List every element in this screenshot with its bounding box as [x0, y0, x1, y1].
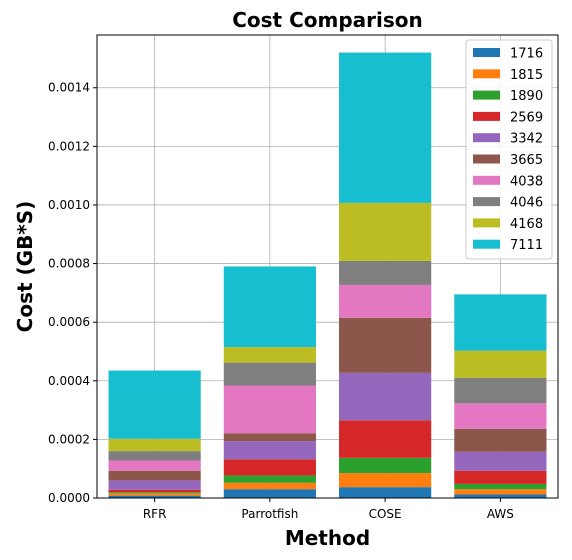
bar-segment-4038 — [108, 460, 201, 471]
bar-segment-4046 — [339, 260, 432, 285]
legend-entry: 1716 — [510, 47, 543, 62]
bar-segment-2569 — [223, 459, 316, 476]
bar-segment-2569 — [454, 470, 547, 484]
bar-segment-1890 — [223, 475, 316, 483]
x-axis-label: Method — [285, 526, 370, 550]
bar-segment-4168 — [454, 350, 547, 378]
legend-entry: 1890 — [510, 89, 543, 104]
bar-segment-3342 — [223, 441, 316, 460]
y-tick-label: 0.0004 — [48, 374, 90, 388]
bar-segment-7111 — [108, 370, 201, 439]
bar-segment-7111 — [339, 52, 432, 203]
legend-swatch — [473, 69, 500, 79]
bar-segment-3665 — [223, 433, 316, 442]
legend-swatch — [473, 90, 500, 100]
bar-segment-3342 — [339, 372, 432, 421]
legend-swatch — [473, 111, 500, 121]
y-tick-label: 0.0008 — [48, 257, 90, 271]
x-tick-label: RFR — [143, 507, 167, 521]
y-tick-label: 0.0012 — [48, 139, 90, 153]
bar-segment-1890 — [108, 492, 201, 494]
y-tick-label: 0.0002 — [48, 432, 90, 446]
axis-ticks: RFR Parrotfish COSE AWS 0.0000 0.0002 0.0004 0.… — [48, 81, 514, 521]
x-tick-label: AWS — [487, 507, 514, 521]
bars — [108, 52, 547, 498]
x-tick-label: Parrotfish — [241, 507, 298, 521]
legend-entry: 1815 — [510, 68, 543, 83]
bar-segment-4046 — [223, 362, 316, 386]
legend-swatch — [473, 48, 500, 57]
bar-segment-2569 — [339, 420, 432, 458]
bar-segment-4168 — [108, 438, 201, 452]
bar-segment-1815 — [108, 493, 201, 496]
bar-segment-2569 — [108, 489, 201, 493]
bar-segment-1716 — [223, 489, 316, 498]
bar-segment-4046 — [108, 451, 201, 461]
bar-segment-4168 — [223, 347, 316, 363]
legend-entry: 2569 — [510, 110, 543, 125]
y-tick-label: 0.0010 — [48, 198, 90, 212]
legend-entry: 4038 — [510, 174, 543, 189]
bar-segment-1890 — [339, 457, 432, 474]
bar-segment-4038 — [223, 385, 316, 434]
x-tick-label: COSE — [369, 507, 402, 521]
bar-segment-1890 — [454, 483, 547, 490]
bar-segment-1815 — [339, 473, 432, 488]
legend: 1716 1815 1890 2569 3342 3665 4038 4046 4168 7111 — [465, 39, 553, 260]
bar-segment-3665 — [454, 428, 547, 452]
bar-segment-1815 — [454, 489, 547, 495]
legend-swatch — [473, 175, 500, 185]
legend-entry: 3342 — [510, 132, 543, 147]
bar-segment-3665 — [108, 470, 201, 481]
bar-segment-4038 — [339, 284, 432, 318]
y-tick-label: 0.0006 — [48, 315, 90, 329]
legend-entry: 7111 — [510, 238, 543, 253]
bar-segment-3342 — [108, 480, 201, 490]
bar-segment-3342 — [454, 451, 547, 471]
bar-segment-1716 — [454, 494, 547, 498]
legend-entry: 4168 — [510, 217, 543, 232]
bar-segment-1815 — [223, 482, 316, 490]
y-axis-label: Cost (GB*S) — [13, 201, 37, 333]
chart-title: Cost Comparison — [232, 8, 423, 32]
y-tick-label: 0.0014 — [48, 81, 90, 95]
bar-segment-1716 — [108, 495, 201, 498]
legend-entry: 3665 — [510, 153, 543, 168]
bar-segment-7111 — [454, 294, 547, 351]
legend-swatch — [473, 218, 500, 228]
legend-swatch — [473, 239, 500, 249]
legend-swatch — [473, 133, 500, 143]
legend-entry: 4046 — [510, 196, 543, 211]
bar-segment-4168 — [339, 202, 432, 261]
plot-frame — [96, 34, 559, 499]
bar-segment-4038 — [454, 403, 547, 429]
bar-segment-7111 — [223, 266, 316, 348]
bar-segment-4046 — [454, 377, 547, 404]
bar-segment-3665 — [339, 317, 432, 373]
legend-swatch — [473, 154, 500, 164]
y-tick-label: 0.0000 — [48, 491, 90, 505]
legend-swatch — [473, 197, 500, 207]
bar-segment-1716 — [339, 487, 432, 498]
